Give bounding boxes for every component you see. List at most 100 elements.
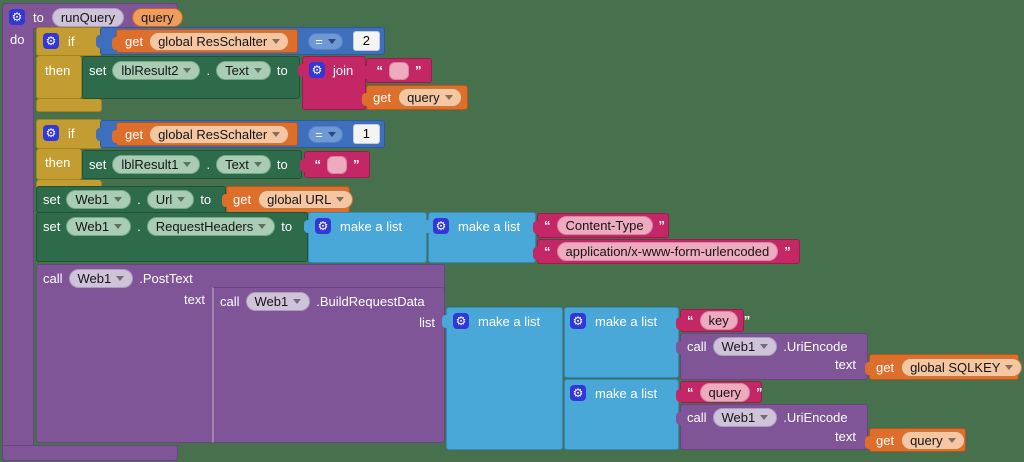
if-block-1-then-column[interactable]: then xyxy=(36,56,82,99)
property-dropdown[interactable]: Text xyxy=(216,60,271,80)
variable-dropdown[interactable]: query xyxy=(901,430,965,450)
variable-dropdown[interactable]: global ResSchalter xyxy=(149,124,290,144)
set-web1-url-block[interactable]: set Web1 . Url to xyxy=(36,186,226,213)
set-lblresult1-text-block[interactable]: set lblResult1 . Text to xyxy=(82,150,302,179)
component-dropdown[interactable]: lblResult1 xyxy=(112,155,201,174)
text-field[interactable]: key xyxy=(699,311,738,330)
make-a-list-block-headers-outer[interactable]: ⚙ make a list xyxy=(304,212,427,263)
dropdown-arrow-icon xyxy=(258,224,267,229)
number-field[interactable]: 1 xyxy=(352,124,381,144)
operator-dropdown[interactable]: = xyxy=(308,125,343,143)
get-query-block-2[interactable]: get query xyxy=(865,428,966,452)
get-resschalter-block[interactable]: get global ResSchalter xyxy=(111,29,299,53)
property-dropdown[interactable]: Text xyxy=(216,155,271,174)
set-lblresult2-text-block[interactable]: set lblResult2 . Text to xyxy=(82,56,300,99)
uriencode1-text-socket-label: text xyxy=(835,357,856,372)
dropdown-arrow-icon xyxy=(114,197,123,202)
procedure-to-label: to xyxy=(33,9,44,25)
text-string-block-content-type[interactable]: “ Content-Type ” xyxy=(533,213,669,238)
component-dropdown[interactable]: Web1 xyxy=(712,408,778,427)
if-block-2[interactable]: ⚙ if xyxy=(36,119,102,149)
text-field[interactable]: application/x-www-form-urlencoded xyxy=(556,242,779,261)
property-dropdown[interactable]: RequestHeaders xyxy=(146,217,276,236)
procedure-block-body-column[interactable]: do xyxy=(2,28,34,461)
text-string-block-empty[interactable]: “ ” xyxy=(362,58,432,83)
call-web1-uriencode-block-2[interactable]: call Web1 .UriEncode xyxy=(676,404,868,450)
call-web1-uriencode-block-1[interactable]: call Web1 .UriEncode xyxy=(676,333,868,380)
component-dropdown[interactable]: lblResult2 xyxy=(112,60,201,80)
dropdown-arrow-icon xyxy=(327,38,336,44)
make-a-list-block-key-pair[interactable]: ⚙ make a list xyxy=(564,307,679,378)
text-string-block-empty[interactable]: “ ” xyxy=(300,151,370,178)
get-global-sqlkey-block[interactable]: get global SQLKEY xyxy=(865,354,1023,380)
text-field[interactable] xyxy=(327,155,347,174)
gear-icon[interactable]: ⚙ xyxy=(315,218,331,234)
text-field[interactable] xyxy=(389,61,409,80)
procedure-block-bottom[interactable] xyxy=(2,445,178,461)
component-dropdown[interactable]: Web1 xyxy=(66,190,132,209)
dropdown-arrow-icon xyxy=(114,224,123,229)
variable-dropdown[interactable]: query xyxy=(398,88,462,107)
dropdown-arrow-icon xyxy=(253,67,262,73)
get-resschalter-block[interactable]: get global ResSchalter xyxy=(111,122,299,146)
dropdown-arrow-icon xyxy=(272,38,281,44)
text-string-block-key[interactable]: “ key ” xyxy=(676,309,750,332)
dropdown-arrow-icon xyxy=(183,67,192,73)
make-a-list-block-headers-inner[interactable]: ⚙ make a list xyxy=(424,212,536,263)
dropdown-arrow-icon xyxy=(336,197,345,202)
gear-icon[interactable]: ⚙ xyxy=(453,313,469,329)
operator-dropdown[interactable]: = xyxy=(308,32,343,50)
text-field[interactable]: query xyxy=(699,382,751,402)
gear-icon[interactable]: ⚙ xyxy=(570,385,586,401)
dropdown-arrow-icon xyxy=(293,299,302,304)
uriencode2-text-socket-label: text xyxy=(835,429,856,444)
gear-icon[interactable]: ⚙ xyxy=(9,9,25,25)
gear-icon[interactable]: ⚙ xyxy=(309,62,325,78)
make-a-list-block-query-pair[interactable]: ⚙ make a list xyxy=(564,379,679,450)
number-field[interactable]: 2 xyxy=(352,31,381,51)
join-block[interactable]: ⚙ join xyxy=(298,56,366,110)
dropdown-arrow-icon xyxy=(272,131,281,137)
procedure-param-field[interactable]: query xyxy=(132,7,183,27)
if-block-2-then-column[interactable]: then xyxy=(36,149,82,180)
text-string-block-query[interactable]: “ query ” xyxy=(676,381,763,403)
variable-dropdown[interactable]: global SQLKEY xyxy=(901,357,1023,377)
dropdown-arrow-icon xyxy=(444,95,453,100)
method-label: .UriEncode xyxy=(783,339,848,354)
dropdown-arrow-icon xyxy=(327,131,336,137)
equals-block-1[interactable]: get global ResSchalter = 2 xyxy=(96,27,385,55)
posttext-text-socket-label: text xyxy=(184,292,205,307)
procedure-block-header[interactable]: ⚙ to runQuery query xyxy=(2,3,183,29)
equals-block-2[interactable]: get global ResSchalter = 1 xyxy=(96,120,385,148)
gear-icon[interactable]: ⚙ xyxy=(43,33,59,49)
variable-dropdown[interactable]: global ResSchalter xyxy=(149,31,290,51)
dropdown-arrow-icon xyxy=(1005,364,1014,370)
component-dropdown[interactable]: Web1 xyxy=(68,269,134,288)
set-web1-requestheaders-block[interactable]: set Web1 . RequestHeaders to xyxy=(36,212,308,262)
get-query-block[interactable]: get query xyxy=(362,85,468,110)
then-label: then xyxy=(45,155,71,170)
property-dropdown[interactable]: Url xyxy=(146,190,195,209)
component-dropdown[interactable]: Web1 xyxy=(245,292,311,311)
dropdown-arrow-icon xyxy=(177,197,186,202)
if-block-1[interactable]: ⚙ if xyxy=(36,27,102,56)
gear-icon[interactable]: ⚙ xyxy=(570,313,586,329)
procedure-name-field[interactable]: runQuery xyxy=(51,7,125,27)
make-a-list-block-pairs-outer[interactable]: ⚙ make a list xyxy=(442,307,563,450)
dropdown-arrow-icon xyxy=(116,276,125,281)
if-block-1-bottom[interactable] xyxy=(36,99,102,112)
get-global-url-block[interactable]: get global URL xyxy=(222,186,354,213)
procedure-do-label: do xyxy=(10,32,25,47)
dropdown-arrow-icon xyxy=(947,437,956,443)
method-label: .BuildRequestData xyxy=(316,294,425,309)
text-field[interactable]: Content-Type xyxy=(556,216,653,235)
call-web1-buildrequestdata-block[interactable]: call Web1 .BuildRequestData xyxy=(212,287,445,443)
text-string-block-urlencoded[interactable]: “ application/x-www-form-urlencoded ” xyxy=(533,239,800,264)
component-dropdown[interactable]: Web1 xyxy=(712,337,778,356)
variable-dropdown[interactable]: global URL xyxy=(258,190,354,209)
buildrequestdata-list-socket-label: list xyxy=(419,315,435,330)
component-dropdown[interactable]: Web1 xyxy=(66,217,132,236)
gear-icon[interactable]: ⚙ xyxy=(433,218,449,234)
gear-icon[interactable]: ⚙ xyxy=(43,125,59,141)
